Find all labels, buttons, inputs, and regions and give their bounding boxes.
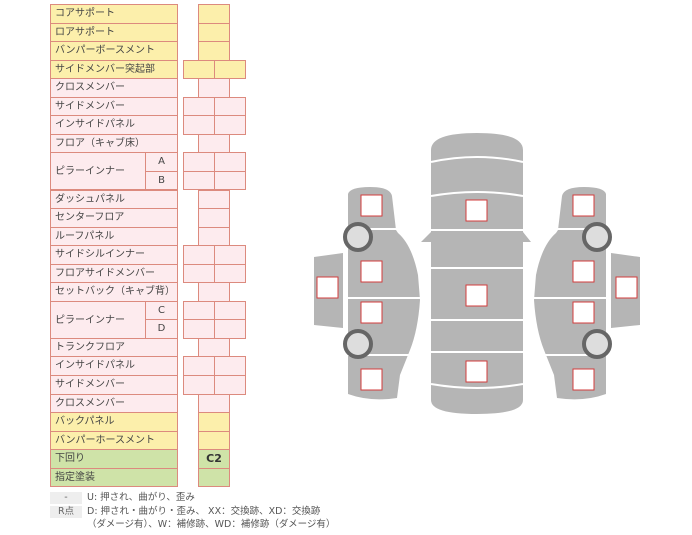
mark-box[interactable] [360, 260, 383, 283]
value-cell[interactable]: C2 [198, 449, 230, 469]
mark-box[interactable] [360, 301, 383, 324]
mark-box[interactable] [465, 284, 488, 307]
legend-key-dash: - [50, 492, 82, 504]
wheel-icon [582, 329, 612, 359]
legend-text-3: （ダメージ有）、W：補修跡、WD：補修跡（ダメージ有） [87, 519, 336, 530]
value-cell-right[interactable] [214, 319, 246, 339]
car-left-side-view [348, 187, 420, 400]
legend-key-r: R点 [50, 506, 82, 518]
row-label: 指定塗装 [50, 467, 178, 488]
value-cell-right[interactable] [214, 59, 246, 80]
mark-box[interactable] [316, 276, 339, 299]
wheel-icon [582, 222, 612, 252]
row-label: ピラーインナー [50, 300, 146, 339]
mark-box[interactable] [360, 194, 383, 217]
mark-box[interactable] [465, 199, 488, 222]
value-cell[interactable] [198, 467, 230, 488]
inspection-marks [316, 194, 638, 391]
value-cell-right[interactable] [214, 170, 246, 191]
row-label: ピラーインナー [50, 152, 146, 191]
mark-box[interactable] [465, 360, 488, 383]
mark-box[interactable] [615, 276, 638, 299]
legend-text-2: D: 押され・曲がり・歪み、 XX：交換跡、XD：交換跡 [87, 506, 321, 517]
car-right-side-view [534, 187, 606, 400]
legend-text-1: U: 押され、曲がり、歪み [87, 492, 195, 503]
mark-box[interactable] [572, 368, 595, 391]
wheels [343, 222, 612, 359]
mark-box[interactable] [360, 368, 383, 391]
value-cell-right[interactable] [214, 115, 246, 135]
value-cell-right[interactable] [214, 375, 246, 395]
mark-box[interactable] [572, 301, 595, 324]
mark-box[interactable] [572, 194, 595, 217]
mark-box[interactable] [572, 260, 595, 283]
wheel-icon [343, 222, 373, 252]
car-top-view [421, 133, 531, 414]
value-cell-right[interactable] [214, 263, 246, 284]
wheel-icon [343, 329, 373, 359]
